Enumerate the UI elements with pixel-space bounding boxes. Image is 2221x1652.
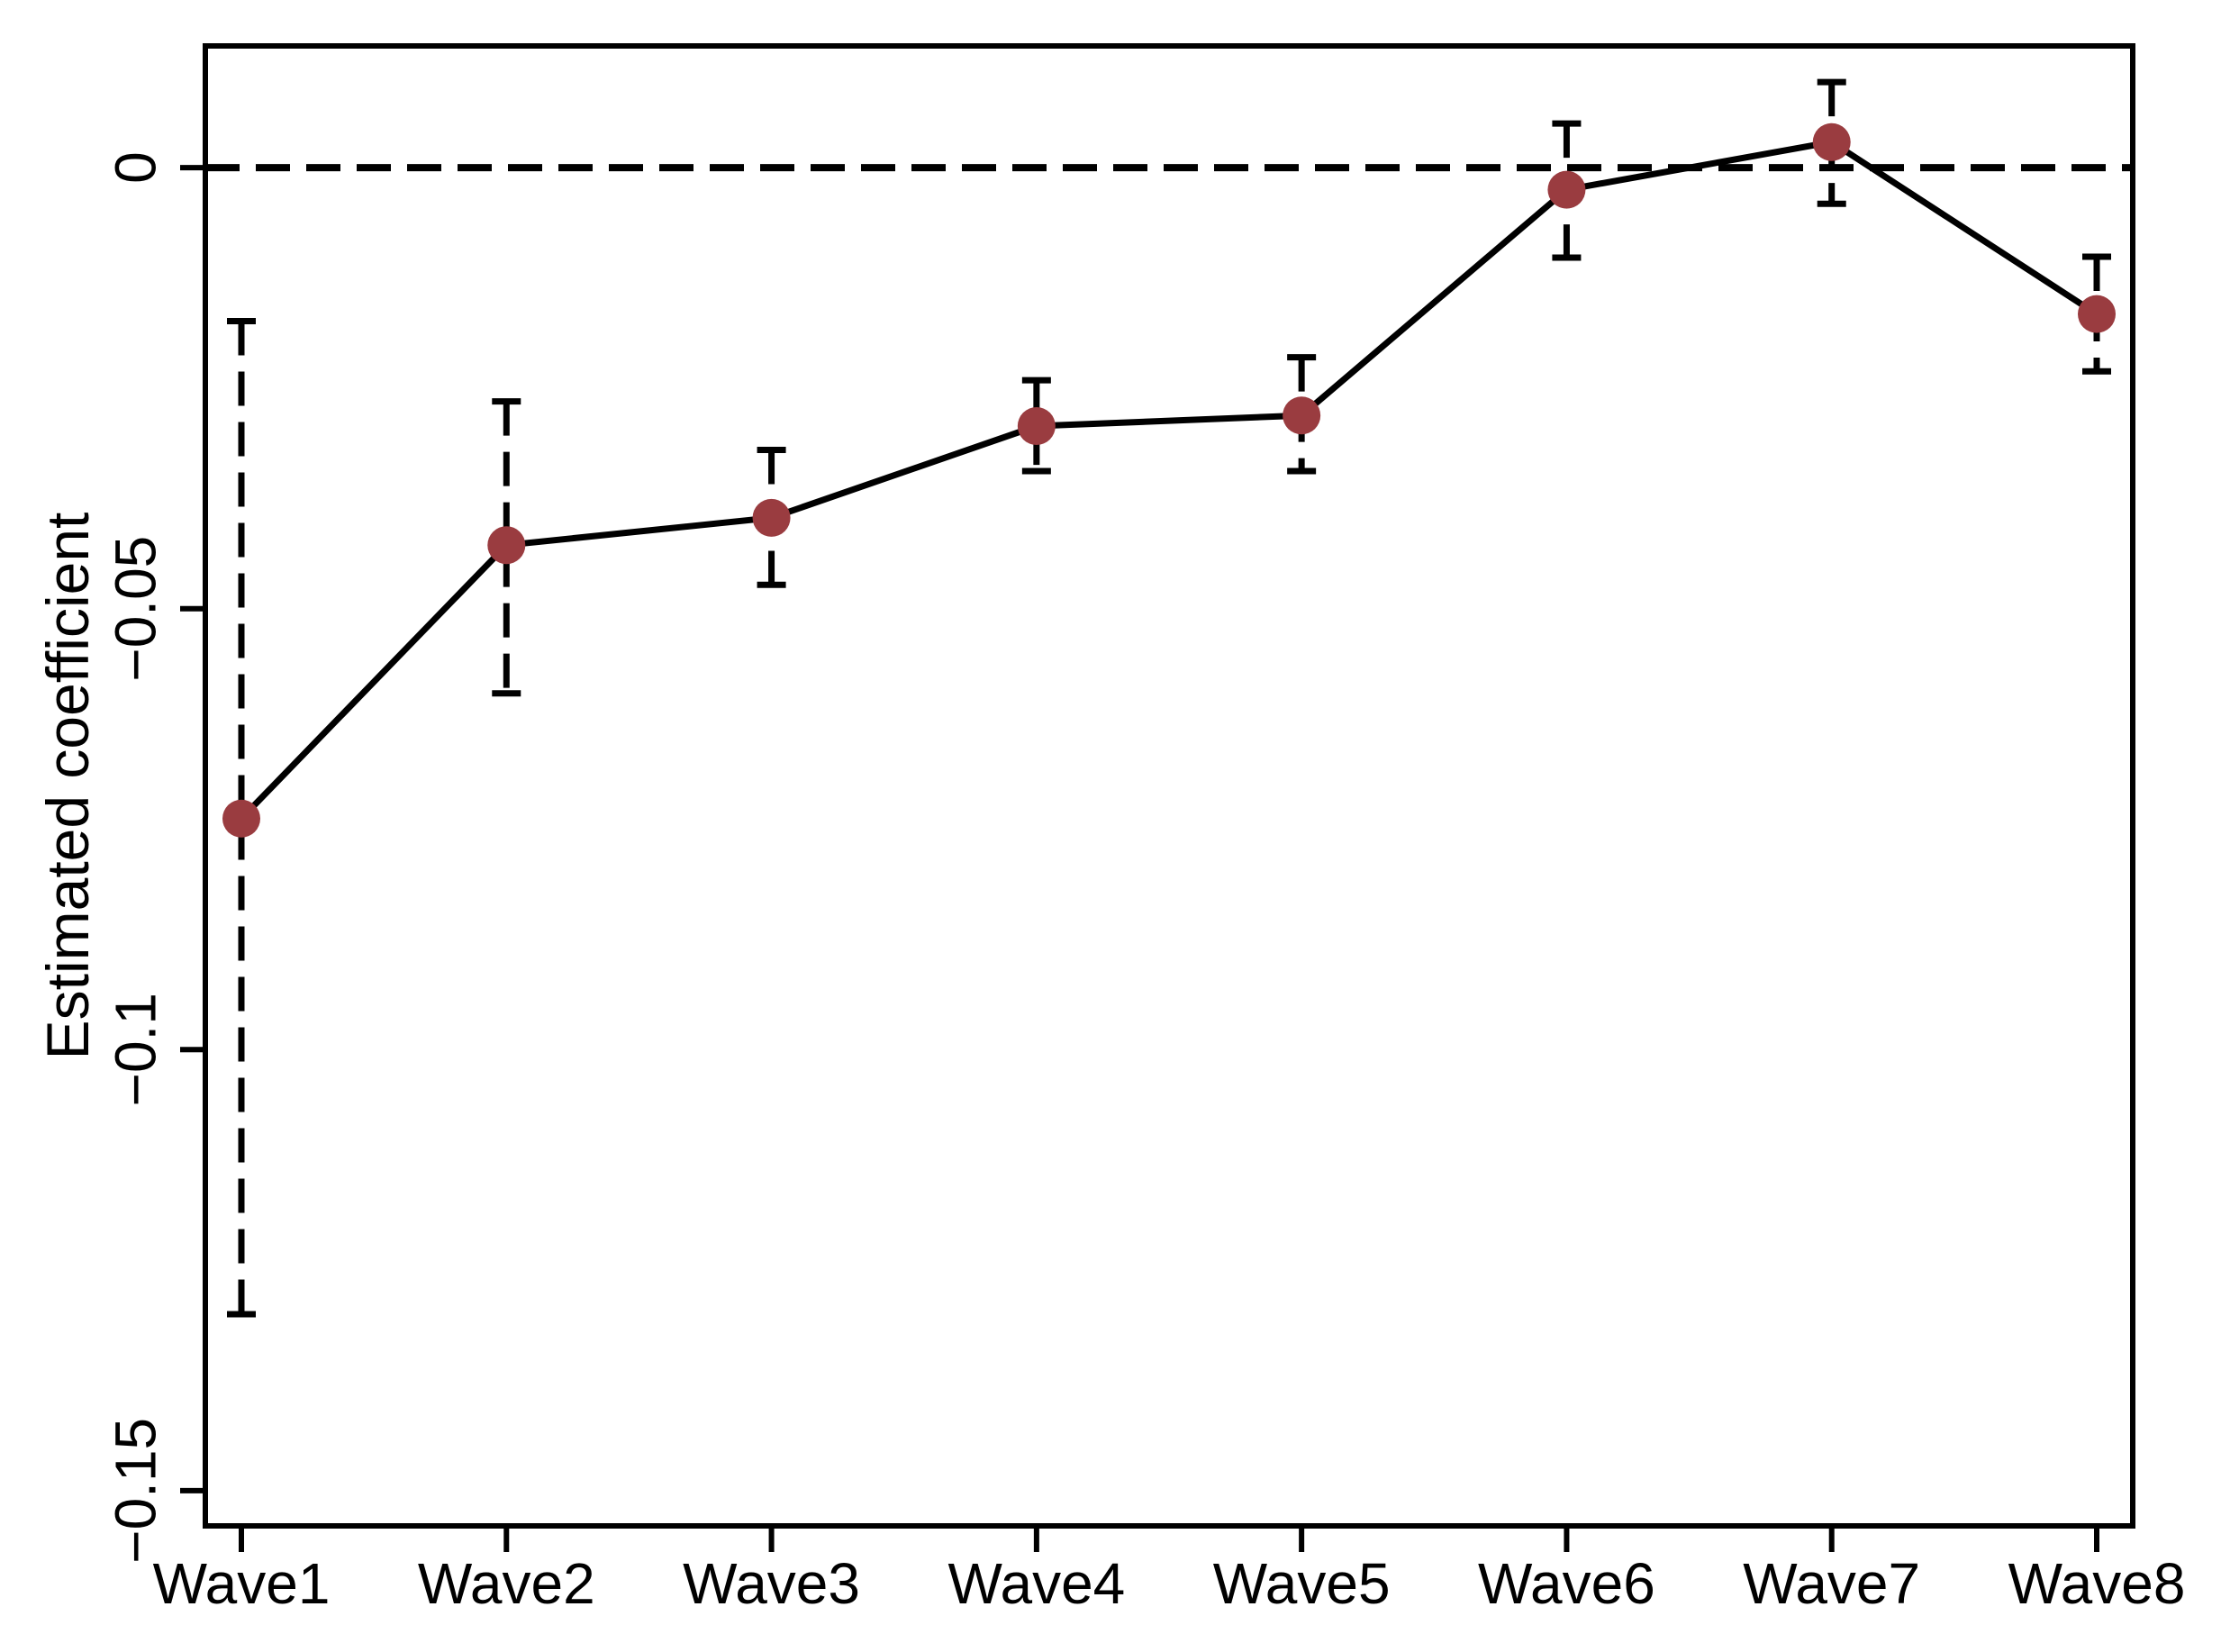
y-tick-label-0: 0 <box>103 151 168 184</box>
y-tick-label-2: −0.1 <box>103 993 168 1106</box>
x-tick-label-wave6: Wave6 <box>1478 1551 1655 1616</box>
x-tick-label-wave3: Wave3 <box>683 1551 860 1616</box>
plot-border <box>203 43 2135 1529</box>
data-point-wave3 <box>752 498 791 537</box>
x-tick-label-wave4: Wave4 <box>947 1551 1125 1616</box>
data-point-wave7 <box>1812 123 1851 161</box>
data-point-wave4 <box>1017 407 1056 446</box>
x-tick-label-wave7: Wave7 <box>1743 1551 1920 1616</box>
y-tick-label-3: −0.15 <box>103 1418 168 1564</box>
data-point-wave2 <box>487 526 526 565</box>
x-tick-label-wave5: Wave5 <box>1213 1551 1391 1616</box>
data-point-wave8 <box>2078 295 2116 333</box>
x-tick-label-wave8: Wave8 <box>2008 1551 2186 1616</box>
data-point-wave5 <box>1283 396 1321 435</box>
series-line <box>239 139 2099 821</box>
x-tick-label-wave1: Wave1 <box>153 1551 331 1616</box>
data-point-wave1 <box>222 799 260 838</box>
y-axis-title: Estimated coefficient <box>34 513 101 1060</box>
y-tick-label-1: −0.05 <box>103 536 168 682</box>
x-tick-label-wave2: Wave2 <box>418 1551 595 1616</box>
data-point-wave6 <box>1547 170 1586 209</box>
